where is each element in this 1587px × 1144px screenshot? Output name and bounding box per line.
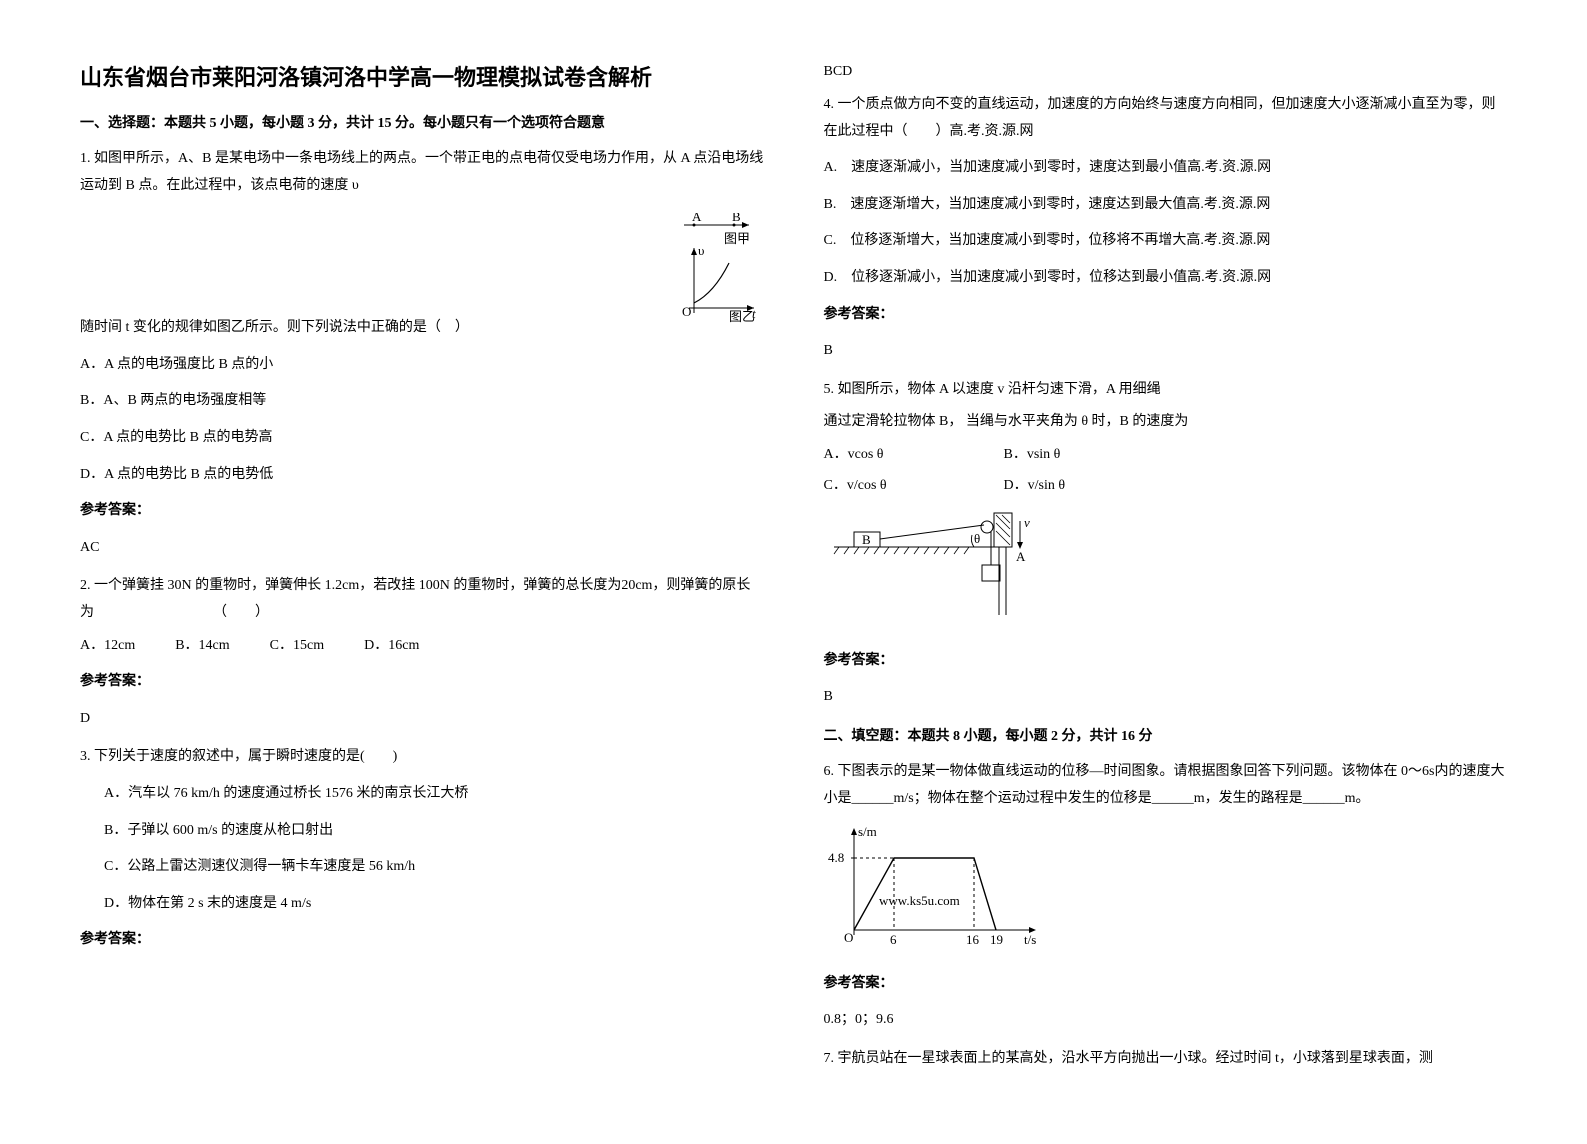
question-7: 7. 宇航员站在一星球表面上的某高处，沿水平方向抛出一小球。经过时间 t，小球落… [824, 1046, 1508, 1073]
q2-optD: D．16cm [364, 633, 419, 660]
q1-optD: D．A 点的电势比 B 点的电势低 [80, 462, 764, 489]
q6-answer: 0.8；0；9.6 [824, 1007, 1508, 1034]
q3-answer-label: 参考答案： [80, 927, 764, 954]
q7-text: 7. 宇航员站在一星球表面上的某高处，沿水平方向抛出一小球。经过时间 t，小球落… [824, 1046, 1508, 1073]
fig6-watermark: www.ks5u.com [879, 893, 960, 908]
q1-answer: AC [80, 535, 764, 562]
doc-title: 山东省烟台市莱阳河洛镇河洛中学高一物理模拟试卷含解析 [80, 60, 764, 92]
q5-answer-label: 参考答案： [824, 648, 1508, 675]
q5-optA: A．vcos θ [824, 442, 1004, 469]
q5-optC: C．v/cos θ [824, 473, 1004, 500]
right-column: BCD 4. 一个质点做方向不变的直线运动，加速度的方向始终与速度方向相同，但加… [824, 60, 1508, 1084]
fig5-label-B: B [862, 532, 871, 547]
q4-answer-label: 参考答案： [824, 302, 1508, 329]
fig6-x2: 16 [966, 932, 980, 947]
question-1: 1. 如图甲所示，A、B 是某电场中一条电场线上的两点。一个带正电的点电荷仅受电… [80, 146, 764, 561]
q1-optB: B．A、B 两点的电场强度相等 [80, 388, 764, 415]
q4-optD: D. 位移逐渐减小，当加速度减小到零时，位移达到最小值高.考.资.源.网 [824, 265, 1508, 292]
left-column: 山东省烟台市莱阳河洛镇河洛中学高一物理模拟试卷含解析 一、选择题：本题共 5 小… [80, 60, 764, 1084]
q1-answer-label: 参考答案： [80, 498, 764, 525]
fig6-xlabel: t/s [1024, 932, 1036, 947]
q4-optB: B. 速度逐渐增大，当加速度减小到零时，速度达到最大值高.考.资.源.网 [824, 192, 1508, 219]
q5-optD: D．v/sin θ [1004, 473, 1184, 500]
question-3: 3. 下列关于速度的叙述中，属于瞬时速度的是( ) A．汽车以 76 km/h … [80, 744, 764, 954]
q3-optC: C．公路上雷达测速仪测得一辆卡车速度是 56 km/h [104, 854, 764, 881]
question-5: 5. 如图所示，物体 A 以速度 v 沿杆匀速下滑，A 用细绳 通过定滑轮拉物体… [824, 377, 1508, 711]
fig1-label-v: υ [698, 243, 704, 258]
q6-text: 6. 下图表示的是某一物体做直线运动的位移—时间图象。请根据图象回答下列问题。该… [824, 759, 1508, 812]
fig6-x3: 19 [990, 932, 1003, 947]
q3-text: 3. 下列关于速度的叙述中，属于瞬时速度的是( ) [80, 744, 764, 771]
question-2: 2. 一个弹簧挂 30N 的重物时，弹簧伸长 1.2cm，若改挂 100N 的重… [80, 573, 764, 732]
fig1-label-jia: 图甲 [724, 231, 750, 246]
q5-text1: 5. 如图所示，物体 A 以速度 v 沿杆匀速下滑，A 用细绳 [824, 377, 1508, 404]
fig6-yval: 4.8 [828, 850, 844, 865]
q2-answer: D [80, 706, 764, 733]
section1-header: 一、选择题：本题共 5 小题，每小题 3 分，共计 15 分。每小题只有一个选项… [80, 112, 764, 132]
fig6-x1: 6 [890, 932, 897, 947]
q2-answer-label: 参考答案： [80, 669, 764, 696]
q3-optD: D．物体在第 2 s 末的速度是 4 m/s [104, 891, 764, 918]
q3-optA: A．汽车以 76 km/h 的速度通过桥长 1576 米的南京长江大桥 [104, 781, 764, 808]
q6-figure: s/m t/s O 4.8 6 16 19 [824, 820, 1508, 961]
q3-optB: B．子弹以 600 m/s 的速度从枪口射出 [104, 818, 764, 845]
q4-optC: C. 位移逐渐增大，当加速度减小到零时，位移将不再增大高.考.资.源.网 [824, 228, 1508, 255]
q1-figure: A B 图甲 O υ t 图乙 [634, 213, 764, 334]
q4-text: 4. 一个质点做方向不变的直线运动，加速度的方向始终与速度方向相同，但加速度大小… [824, 92, 1508, 145]
fig1-label-A: A [692, 213, 702, 224]
q1-optC: C．A 点的电势比 B 点的电势高 [80, 425, 764, 452]
q5-text2: 通过定滑轮拉物体 B， 当绳与水平夹角为 θ 时，B 的速度为 [824, 409, 1508, 436]
q2-optB: B．14cm [175, 633, 229, 660]
fig1-label-B: B [732, 213, 741, 224]
q3-answer: BCD [824, 64, 1508, 80]
fig6-O: O [844, 930, 853, 945]
section2-header: 二、填空题：本题共 8 小题，每小题 2 分，共计 16 分 [824, 725, 1508, 745]
q2-optC: C．15cm [270, 633, 324, 660]
fig1-label-yi: 图乙 [729, 309, 755, 323]
q5-optB: B．vsin θ [1004, 442, 1184, 469]
fig1-label-O: O [682, 304, 691, 319]
q5-figure: B [824, 507, 1508, 638]
question-6: 6. 下图表示的是某一物体做直线运动的位移—时间图象。请根据图象回答下列问题。该… [824, 759, 1508, 1034]
q4-optA: A. 速度逐渐减小，当加速度减小到零时，速度达到最小值高.考.资.源.网 [824, 155, 1508, 182]
q1-text: 1. 如图甲所示，A、B 是某电场中一条电场线上的两点。一个带正电的点电荷仅受电… [80, 146, 764, 199]
question-4: 4. 一个质点做方向不变的直线运动，加速度的方向始终与速度方向相同，但加速度大小… [824, 92, 1508, 365]
fig6-ylabel: s/m [858, 824, 877, 839]
q5-answer: B [824, 684, 1508, 711]
fig5-label-A: A [1016, 549, 1026, 564]
q6-answer-label: 参考答案： [824, 971, 1508, 998]
fig5-label-v: v [1024, 515, 1030, 530]
fig5-label-theta: θ [974, 531, 980, 546]
q1-text2: 随时间 t 变化的规律如图乙所示。则下列说法中正确的是（ ） [80, 315, 634, 342]
q2-optA: A．12cm [80, 633, 135, 660]
q1-optA: A．A 点的电场强度比 B 点的小 [80, 352, 764, 379]
q2-text: 2. 一个弹簧挂 30N 的重物时，弹簧伸长 1.2cm，若改挂 100N 的重… [80, 573, 764, 626]
q4-answer: B [824, 338, 1508, 365]
